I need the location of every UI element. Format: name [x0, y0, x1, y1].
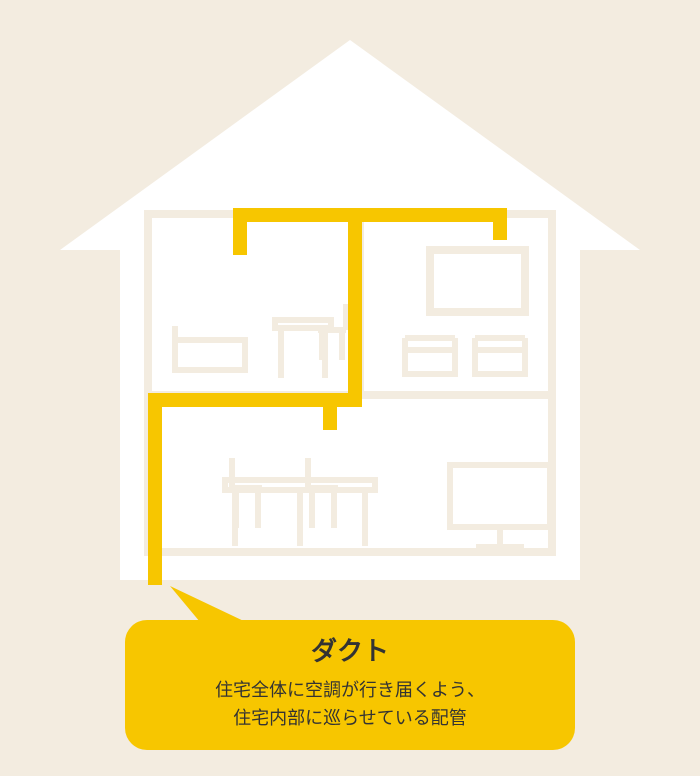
- callout-title: ダクト: [311, 636, 389, 666]
- house-duct-diagram: ダクト住宅全体に空調が行き届くよう、住宅内部に巡らせている配管: [0, 0, 700, 776]
- diagram-stage: ダクト住宅全体に空調が行き届くよう、住宅内部に巡らせている配管: [0, 0, 700, 776]
- callout-line-2: 住宅内部に巡らせている配管: [233, 708, 467, 728]
- callout-line-1: 住宅全体に空調が行き届くよう、: [215, 680, 485, 700]
